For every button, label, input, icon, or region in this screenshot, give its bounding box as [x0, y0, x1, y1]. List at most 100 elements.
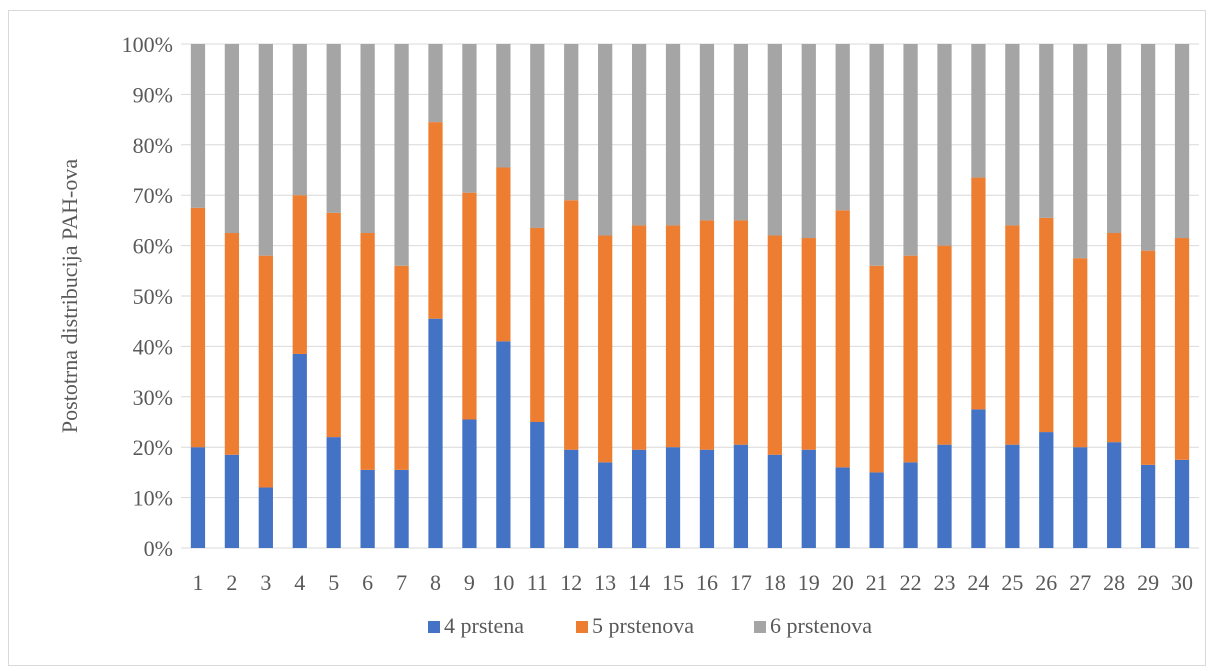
bar-segment	[971, 409, 986, 548]
bar-segment	[903, 255, 918, 463]
bar-segment	[835, 467, 850, 548]
bar-segment	[869, 44, 884, 266]
bar-segment	[462, 192, 477, 420]
legend-label: 6 prstenova	[770, 613, 872, 638]
y-tick-label: 100%	[122, 32, 173, 57]
x-tick-label: 9	[464, 570, 475, 595]
x-tick-label: 24	[967, 570, 989, 595]
x-tick-label: 27	[1069, 570, 1091, 595]
y-tick-label: 40%	[133, 334, 173, 359]
bar-segment	[801, 238, 816, 450]
y-tick-label: 60%	[133, 234, 173, 259]
legend-label: 5 prstenova	[592, 613, 694, 638]
bar-segment	[767, 44, 782, 236]
bar-segment	[903, 462, 918, 548]
legend-label: 4 prstena	[444, 613, 524, 638]
x-tick-label: 12	[560, 570, 582, 595]
bar-segment	[292, 44, 307, 196]
bar-segment	[665, 225, 681, 448]
bar-segment	[665, 447, 681, 548]
bar-segment	[224, 454, 240, 548]
bar-segment	[937, 44, 952, 246]
x-tick-label: 7	[396, 570, 407, 595]
bar-segment	[462, 44, 477, 193]
bar-segment	[564, 200, 579, 450]
bar-segment	[971, 44, 986, 178]
bar-segment	[835, 210, 850, 468]
bar-segment	[1174, 238, 1190, 460]
bar-segment	[292, 353, 307, 548]
y-axis-ticks: 0% 10% 20% 30% 40% 50% 60% 70% 80% 90% 100%	[122, 32, 173, 561]
bar-segment	[1039, 44, 1054, 218]
x-tick-label: 20	[832, 570, 854, 595]
bar-segment	[835, 44, 850, 211]
x-tick-label: 21	[866, 570, 888, 595]
bar-segment	[360, 44, 375, 233]
x-tick-label: 23	[934, 570, 956, 595]
x-tick-label: 16	[696, 570, 718, 595]
x-axis-ticks: 1 2 3 4 5 6 7 8 9 10 11 12 13 14 15 16 17 18 19 20 21 22 23 24 2…	[192, 570, 1193, 595]
bar-segment	[428, 122, 443, 319]
bar-segment	[1073, 258, 1088, 448]
bar-segment	[869, 472, 884, 548]
bar-segment	[224, 44, 240, 233]
bar-segment	[598, 235, 613, 463]
bar-segment	[1140, 250, 1156, 465]
bar-segment	[1039, 217, 1054, 433]
legend-swatch	[576, 621, 588, 633]
bar-segment	[428, 318, 443, 548]
bar-segment	[326, 44, 341, 213]
bar-segment	[1073, 44, 1088, 259]
bar-segment	[1174, 44, 1190, 239]
bar-segment	[699, 44, 715, 221]
bar-segment	[598, 44, 613, 236]
bar-segment	[360, 469, 375, 548]
y-tick-label: 30%	[133, 385, 173, 410]
x-tick-label: 13	[594, 570, 616, 595]
bar-segment	[496, 341, 511, 548]
bar-segment	[530, 227, 545, 422]
bar-segment	[292, 195, 307, 354]
bar-segment	[801, 44, 816, 239]
x-tick-label: 15	[662, 570, 684, 595]
bar-segment	[733, 44, 749, 221]
x-tick-label: 10	[492, 570, 514, 595]
x-tick-label: 30	[1171, 570, 1193, 595]
bar-segment	[903, 44, 918, 256]
legend-item: 4 prstena	[428, 613, 524, 638]
bar-segment	[496, 44, 511, 168]
bar-segment	[428, 44, 443, 123]
bar-segment	[496, 167, 511, 342]
legend-item: 5 prstenova	[576, 613, 694, 638]
bar-segment	[190, 207, 206, 448]
bar-segment	[733, 220, 749, 445]
bar-segment	[733, 444, 749, 548]
bar-segment	[394, 469, 409, 548]
bar-segment	[1039, 432, 1054, 548]
y-tick-label: 20%	[133, 435, 173, 460]
bar-segment	[190, 447, 206, 548]
bar-segment	[1073, 447, 1088, 548]
bar-segment	[1140, 44, 1156, 251]
gridlines	[181, 43, 1199, 549]
bar-segment	[564, 449, 579, 548]
y-axis-title: Postotrna distribucija PAH-ova	[57, 159, 82, 433]
bar-segment	[258, 255, 273, 488]
bar-segment	[326, 212, 341, 438]
bars	[190, 44, 1190, 548]
bar-segment	[631, 449, 647, 548]
bar-segment	[1005, 444, 1020, 548]
bar-segment	[1174, 459, 1190, 548]
bar-segment	[699, 220, 715, 450]
y-tick-label: 0%	[144, 536, 173, 561]
x-tick-label: 19	[798, 570, 820, 595]
bar-segment	[530, 44, 545, 228]
legend: 4 prstena 5 prstenova 6 prstenova	[428, 613, 872, 638]
bar-segment	[665, 44, 681, 226]
x-tick-label: 22	[900, 570, 922, 595]
x-tick-label: 11	[527, 570, 548, 595]
x-tick-label: 8	[430, 570, 441, 595]
y-tick-label: 10%	[133, 486, 173, 511]
bar-segment	[258, 487, 273, 548]
bar-segment	[1107, 442, 1122, 548]
